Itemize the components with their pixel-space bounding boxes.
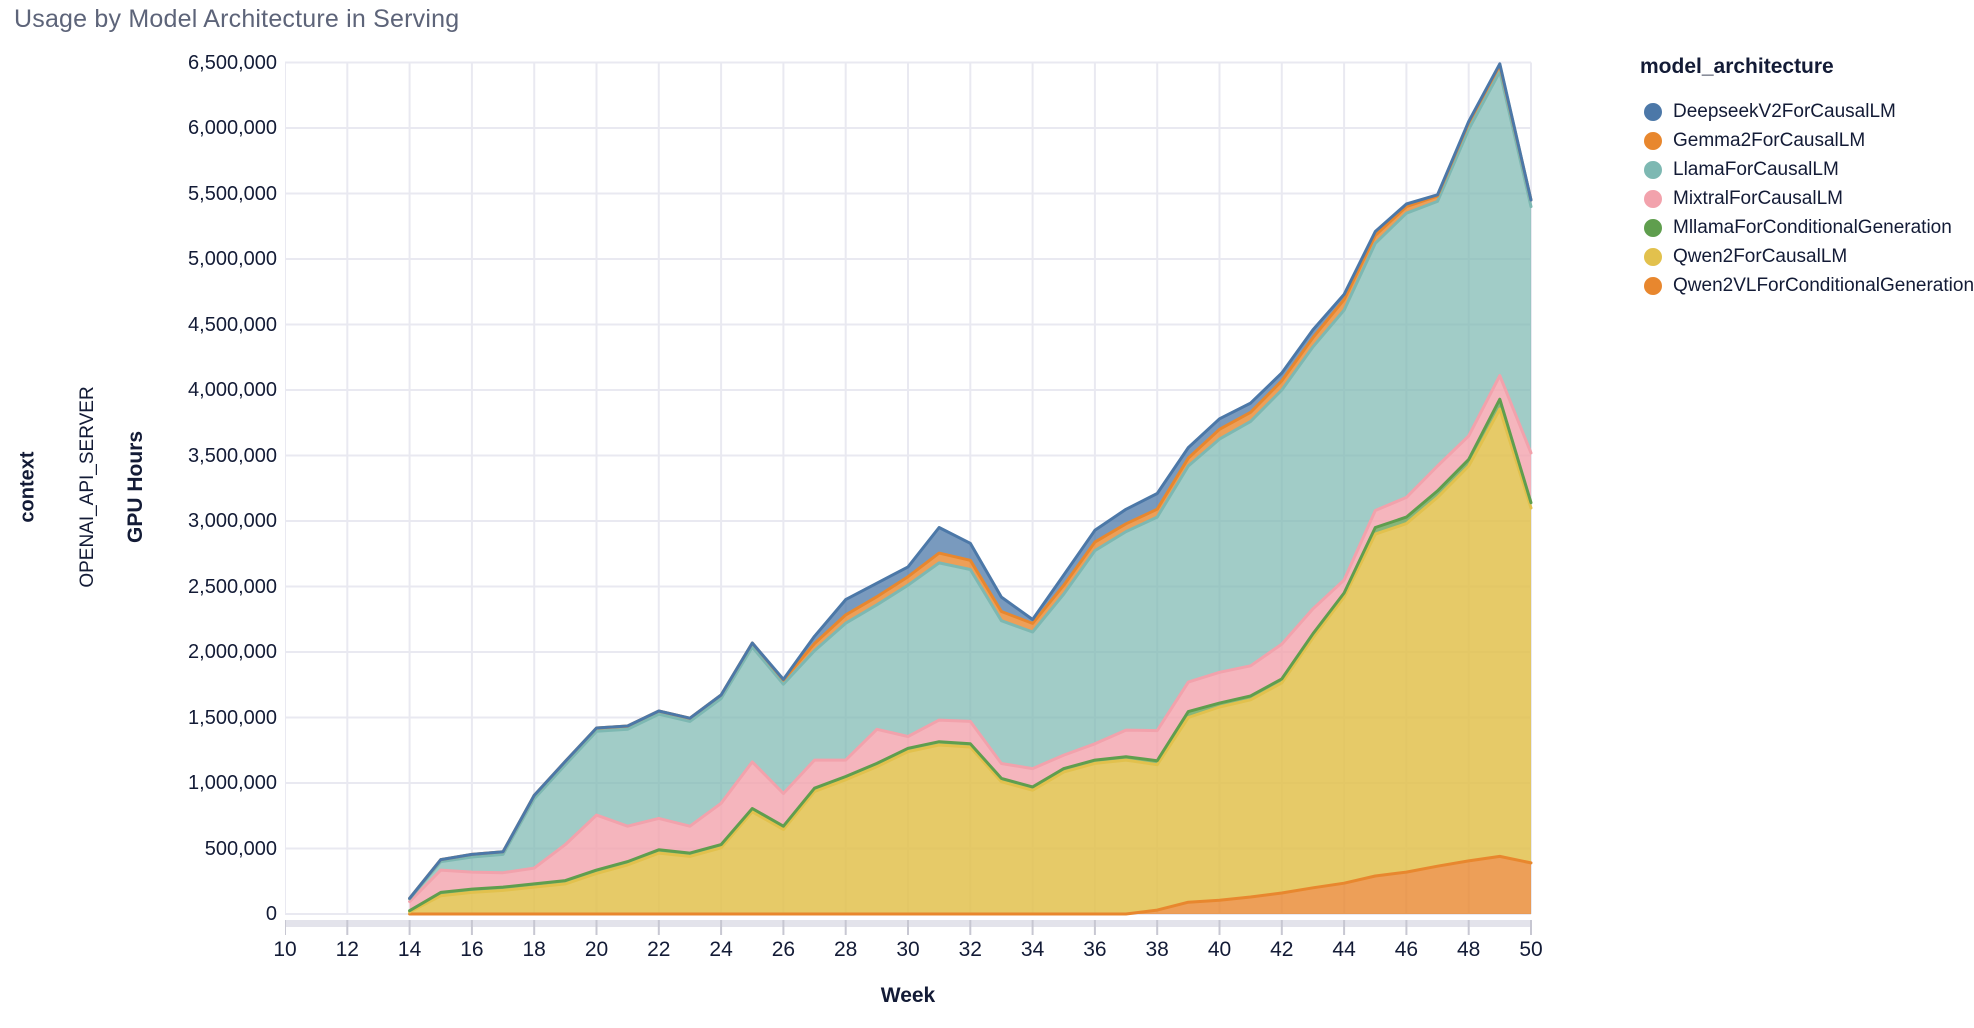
x-axis-title: Week <box>880 984 936 1007</box>
x-tick-label: 20 <box>584 938 609 961</box>
legend-item-label: LlamaForCausalLM <box>1673 158 1839 180</box>
legend-item-label: MllamaForConditionalGeneration <box>1673 216 1952 238</box>
x-tick-label: 26 <box>771 938 796 961</box>
y-tick-label: 1,500,000 <box>188 706 277 729</box>
legend-item-Qwen2VLForConditionalGeneration[interactable]: Qwen2VLForConditionalGeneration <box>1640 271 1974 300</box>
line-LlamaForCausalLM <box>408 70 1533 901</box>
y-tick-label: 3,000,000 <box>188 510 277 532</box>
line-DeepseekV2ForCausalLM <box>408 62 1533 900</box>
y-tick-label: 0 <box>265 903 277 925</box>
y-tick-label: 2,500,000 <box>188 575 277 598</box>
legend: model_architecture DeepseekV2ForCausalLM… <box>1640 55 1974 300</box>
x-tick-label: 34 <box>1020 938 1045 961</box>
y-tick-label: 6,000,000 <box>188 117 277 139</box>
legend-item-LlamaForCausalLM[interactable]: LlamaForCausalLM <box>1640 155 1970 184</box>
facet-label-openai-api-server: OPENAI_API_SERVER <box>77 386 98 588</box>
y-tick-label: 4,500,000 <box>188 313 277 336</box>
x-axis-band <box>285 920 1532 935</box>
x-tick-label: 16 <box>460 938 484 961</box>
legend-item-label: Gemma2ForCausalLM <box>1673 129 1866 151</box>
line-MllamaForConditionalGeneration <box>408 397 1533 913</box>
y-tick-label: 1,000,000 <box>188 772 277 794</box>
area-Gemma2ForCausalLM <box>409 65 1532 899</box>
x-tick-label: 10 <box>273 938 297 961</box>
area-LlamaForCausalLM <box>409 71 1532 902</box>
x-tick-label: 50 <box>1519 938 1543 961</box>
area-border-lines <box>408 62 1533 916</box>
y-tick-label: 500,000 <box>204 837 277 860</box>
area-Qwen2VLForConditionalGeneration <box>409 856 1532 914</box>
area-fills <box>409 63 1532 914</box>
legend-swatch-icon <box>1644 160 1662 179</box>
x-tick-label: 44 <box>1332 938 1356 961</box>
legend-swatch-icon <box>1644 247 1662 266</box>
x-tick-label: 22 <box>647 938 671 961</box>
x-tick-label: 42 <box>1270 938 1294 961</box>
x-tick-label: 48 <box>1457 938 1481 961</box>
legend-item-MllamaForConditionalGeneration[interactable]: MllamaForConditionalGeneration <box>1640 213 1970 242</box>
x-tick-label: 38 <box>1145 938 1169 961</box>
x-tick-label: 12 <box>335 938 359 961</box>
line-Qwen2ForCausalLM <box>408 407 1533 914</box>
gridlines <box>285 61 1532 915</box>
x-tick-label: 14 <box>397 938 422 961</box>
line-Gemma2ForCausalLM <box>408 63 1533 900</box>
legend-item-label: MixtralForCausalLM <box>1673 187 1843 209</box>
legend-item-MixtralForCausalLM[interactable]: MixtralForCausalLM <box>1640 184 1970 213</box>
x-tick-label: 36 <box>1083 938 1107 961</box>
area-MixtralForCausalLM <box>409 375 1532 911</box>
legend-swatch-icon <box>1644 218 1662 237</box>
area-Qwen2ForCausalLM <box>409 409 1532 914</box>
x-tick-label: 18 <box>522 938 546 961</box>
y-tick-label: 5,000,000 <box>188 248 277 270</box>
legend-swatch-icon <box>1644 131 1662 150</box>
legend-swatch-icon <box>1644 189 1662 208</box>
legend-item-Qwen2ForCausalLM[interactable]: Qwen2ForCausalLM <box>1640 242 1970 271</box>
y-tick-label: 6,500,000 <box>188 51 277 74</box>
legend-item-label: Qwen2ForCausalLM <box>1673 245 1848 267</box>
legend-swatch-icon <box>1644 102 1662 121</box>
x-tick-label: 24 <box>709 938 733 961</box>
stacked-area-plot <box>285 61 1533 935</box>
legend-item-label: Qwen2VLForConditionalGeneration <box>1673 274 1974 296</box>
x-tick-label: 30 <box>896 938 920 961</box>
x-tick-label: 46 <box>1394 938 1419 961</box>
x-tick-label: 32 <box>958 938 982 961</box>
legend-item-Gemma2ForCausalLM[interactable]: Gemma2ForCausalLM <box>1640 126 1970 155</box>
x-tick-label: 28 <box>834 938 858 961</box>
y-tick-label: 5,500,000 <box>188 182 277 205</box>
y-tick-label: 3,500,000 <box>188 444 277 467</box>
facet-label-context: context <box>16 451 39 523</box>
legend-item-label: DeepseekV2ForCausalLM <box>1673 100 1896 122</box>
y-tick-label: 4,000,000 <box>188 379 277 401</box>
legend-swatch-icon <box>1644 276 1662 295</box>
legend-item-DeepseekV2ForCausalLM[interactable]: DeepseekV2ForCausalLM <box>1640 97 1970 126</box>
area-MllamaForConditionalGeneration <box>409 399 1532 912</box>
x-tick-label: 40 <box>1207 938 1232 961</box>
y-tick-label: 2,000,000 <box>188 641 277 663</box>
line-Qwen2VLForConditionalGeneration <box>408 854 1533 916</box>
legend-title: model_architecture <box>1640 55 1834 78</box>
area-DeepseekV2ForCausalLM <box>409 63 1532 899</box>
legend-items: DeepseekV2ForCausalLM Gemma2ForCausalLM Ll… <box>1640 97 1974 300</box>
page-title: Usage by Model Architecture in Serving <box>14 5 460 33</box>
line-MixtralForCausalLM <box>408 374 1533 904</box>
